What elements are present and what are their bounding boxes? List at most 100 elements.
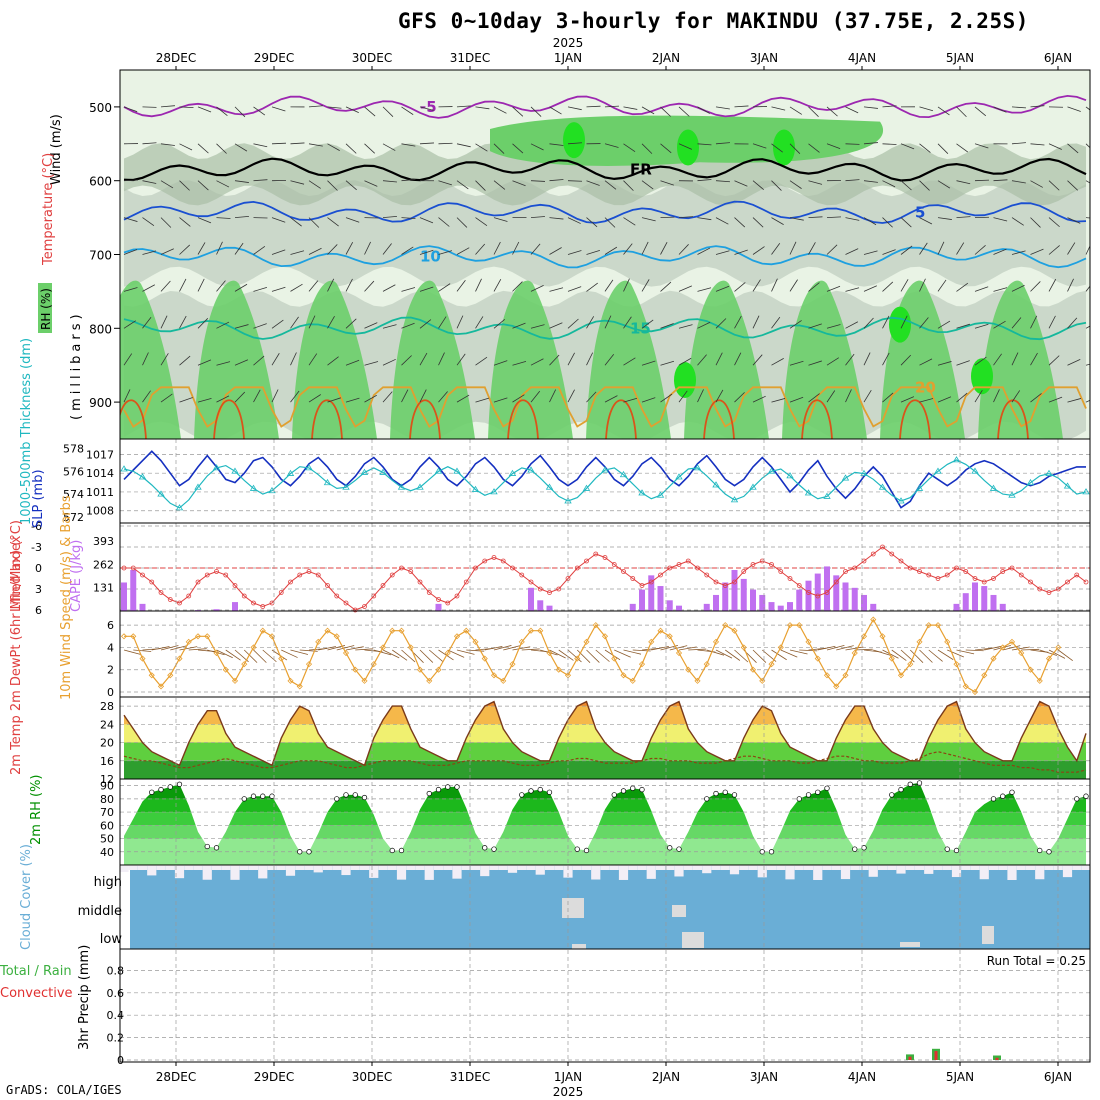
isotherm-25-loop — [120, 399, 147, 439]
rh-point — [546, 789, 553, 795]
upper-wind-barb — [364, 106, 376, 117]
lifted-index-point — [306, 569, 312, 574]
upper-wind-barb — [493, 319, 506, 329]
rh-point — [713, 790, 719, 797]
cape-bar — [232, 602, 238, 611]
high-cloud-gap — [563, 866, 573, 878]
lifted-index-point — [1046, 590, 1052, 595]
lifted-index-point — [667, 565, 673, 571]
wind-barb — [891, 649, 907, 661]
upper-wind-barb — [789, 106, 803, 115]
upper-wind-barb — [197, 278, 205, 292]
upper-wind-barb — [123, 353, 133, 366]
rh-saturated-cell — [889, 306, 911, 343]
upper-wind-barb — [993, 320, 1006, 329]
upper-wind-barb — [197, 242, 206, 255]
upper-wind-barb — [419, 142, 434, 145]
rh-point — [759, 849, 765, 855]
rh-point — [435, 786, 442, 793]
upper-wind-barb — [308, 143, 323, 147]
upper-wind-barb — [1048, 278, 1057, 292]
upper-wind-barb — [734, 282, 746, 292]
high-cloud-gap — [711, 866, 721, 870]
wind-barb — [188, 648, 207, 651]
thickness-point — [860, 469, 868, 476]
lifted-index-point — [611, 562, 617, 567]
wind-barb — [1021, 648, 1040, 651]
upper-wind-barb — [364, 241, 371, 255]
upper-wind-barb — [253, 179, 268, 182]
upper-wind-barb — [456, 217, 468, 228]
thickness-point — [508, 469, 517, 476]
lifted-index-point — [676, 562, 682, 567]
thickness-point — [638, 489, 646, 496]
lifted-index-point — [380, 583, 386, 588]
panel-frame — [119, 948, 1091, 1063]
wind-speed-point — [833, 683, 840, 690]
li-tick-label: 6 — [35, 604, 42, 617]
upper-wind-barb — [993, 248, 1007, 255]
upper-wind-barb — [1067, 278, 1074, 292]
rh-point — [398, 847, 405, 854]
high-cloud-gap — [443, 866, 453, 870]
wind-speed-point — [740, 644, 747, 651]
high-cloud-gap — [285, 866, 296, 876]
lifted-index-point — [870, 551, 876, 557]
upper-wind-barb — [641, 360, 656, 366]
lifted-index-point — [186, 593, 192, 599]
upper-wind-barb — [290, 142, 305, 145]
top-day-label: 6JAN — [1044, 51, 1072, 65]
thickness-tick-label: 574 — [63, 488, 84, 501]
bottom-year-label: 2025 — [553, 1085, 584, 1099]
upper-wind-barb — [734, 105, 749, 108]
thickness-line — [123, 459, 1087, 509]
isotherm-label: 15 — [630, 319, 651, 337]
slp-tick-label: 1008 — [86, 505, 114, 518]
wind-barb — [854, 648, 873, 651]
thickness-point — [786, 472, 794, 479]
upper-wind-barb — [882, 180, 896, 188]
high-cloud-gap — [480, 866, 490, 877]
lifted-index-point — [241, 593, 247, 599]
li-tick-label: 0 — [35, 562, 42, 575]
cape-bar — [528, 587, 534, 611]
high-cloud-gap — [581, 866, 592, 870]
upper-wind-barb — [456, 394, 470, 403]
rh-shading-band — [124, 143, 1086, 206]
upper-wind-barb — [290, 180, 305, 185]
upper-wind-barb — [1048, 217, 1060, 228]
upper-wind-barb — [308, 247, 322, 255]
thickness-point — [730, 496, 739, 503]
upper-wind-barb — [493, 143, 505, 154]
slp-axis-title: SLP (mb) — [31, 469, 46, 528]
upper-wind-barb — [974, 356, 987, 366]
lifted-index-point — [454, 593, 460, 599]
lifted-index-point — [741, 569, 747, 574]
wind-speed-point — [361, 677, 368, 684]
lifted-index-point — [954, 565, 959, 571]
cape-bar — [805, 580, 812, 611]
temp-tick-label: 16 — [100, 755, 114, 768]
upper-wind-barb — [937, 279, 947, 292]
upper-wind-barb — [493, 397, 508, 403]
rh-point — [158, 786, 164, 793]
lifted-index-point — [926, 572, 932, 578]
upper-wind-barb — [789, 143, 801, 154]
wind-barb — [281, 649, 298, 658]
upper-wind-barb — [160, 280, 171, 292]
wind-barb — [336, 645, 355, 651]
thickness-point — [619, 470, 628, 478]
upper-wind-barb — [567, 286, 582, 292]
precip-total-label: Total / Rain — [0, 964, 72, 979]
lifted-index-point — [1037, 586, 1043, 592]
wind-barb — [1058, 649, 1073, 661]
upper-wind-barb — [197, 143, 209, 154]
bottom-day-label: 5JAN — [946, 1070, 974, 1084]
thickness-point — [971, 467, 979, 474]
wind-speed-point — [426, 677, 433, 684]
rh-tick-label: 80 — [100, 793, 114, 806]
upper-wind-barb — [771, 316, 781, 329]
upper-wind-barb — [160, 393, 173, 403]
upper-wind-barb — [586, 180, 600, 186]
lifted-index-point — [482, 558, 488, 564]
